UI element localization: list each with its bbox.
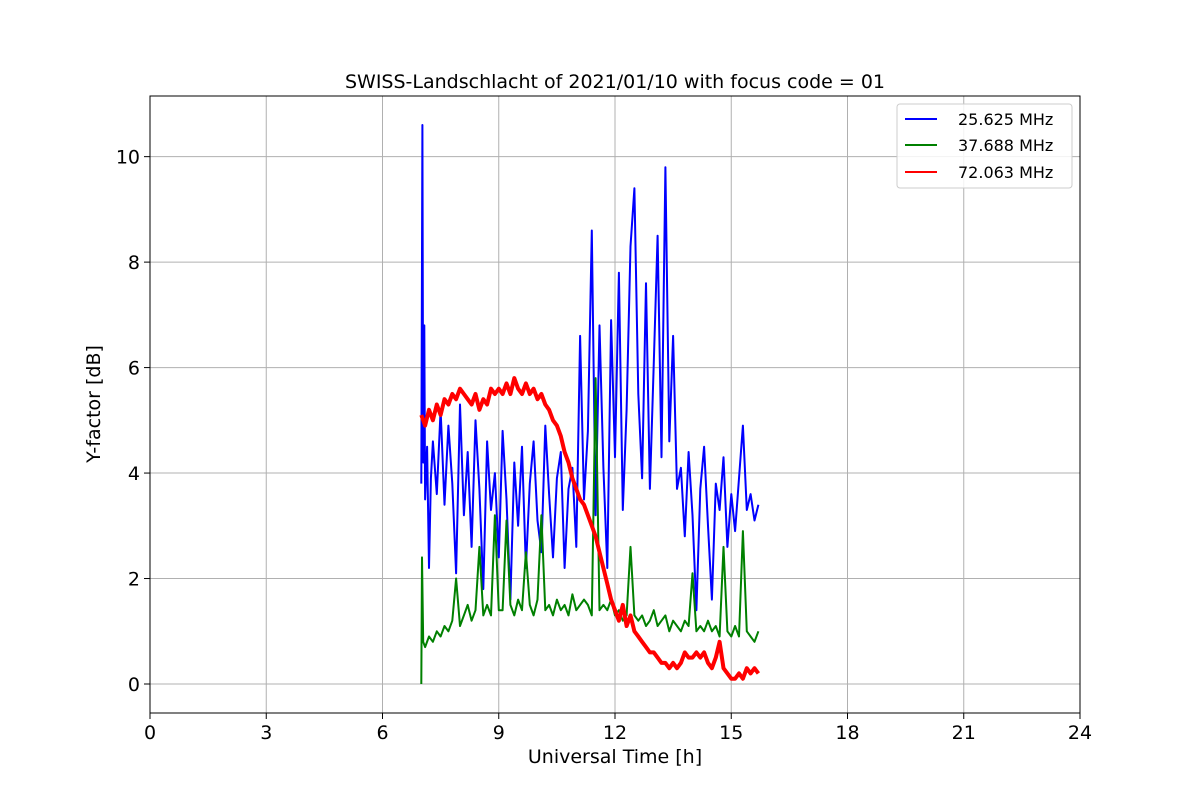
legend-box xyxy=(896,103,1073,189)
x-tick-label: 3 xyxy=(260,722,272,744)
legend-label-2: 37.688 MHz xyxy=(958,136,1053,155)
x-tick-label: 24 xyxy=(1068,722,1092,744)
series-line-37-688-mhz xyxy=(420,377,760,685)
x-tick-label: 9 xyxy=(493,722,505,744)
y-tick-label: 2 xyxy=(128,569,140,591)
x-tick-label: 21 xyxy=(952,722,976,744)
series-line-25-625-mhz xyxy=(420,124,760,612)
x-axis-label: Universal Time [h] xyxy=(528,746,702,768)
x-tick-label: 15 xyxy=(719,722,743,744)
y-tick-label: 8 xyxy=(128,252,140,274)
y-axis-label: Y-factor [dB] xyxy=(83,345,105,464)
series-line-72-063-mhz xyxy=(419,376,761,681)
x-tick-label: 0 xyxy=(144,722,156,744)
y-tick-label: 10 xyxy=(116,147,140,169)
legend-label-1: 25.625 MHz xyxy=(958,110,1053,129)
y-axis: 0 2 4 6 8 10 xyxy=(116,147,150,696)
legend: 25.625 MHz 37.688 MHz 72.063 MHz xyxy=(896,103,1073,189)
y-tick-label: 4 xyxy=(128,463,140,485)
y-tick-label: 6 xyxy=(128,358,140,380)
x-axis: 0 3 6 9 12 15 18 21 24 xyxy=(144,713,1092,744)
x-tick-label: 18 xyxy=(835,722,859,744)
series-layer xyxy=(419,124,761,685)
chart-title: SWISS-Landschlacht of 2021/01/10 with fo… xyxy=(345,71,885,93)
x-tick-label: 6 xyxy=(376,722,388,744)
x-tick-label: 12 xyxy=(603,722,627,744)
legend-label-3: 72.063 MHz xyxy=(958,163,1053,182)
y-tick-label: 0 xyxy=(128,674,140,696)
